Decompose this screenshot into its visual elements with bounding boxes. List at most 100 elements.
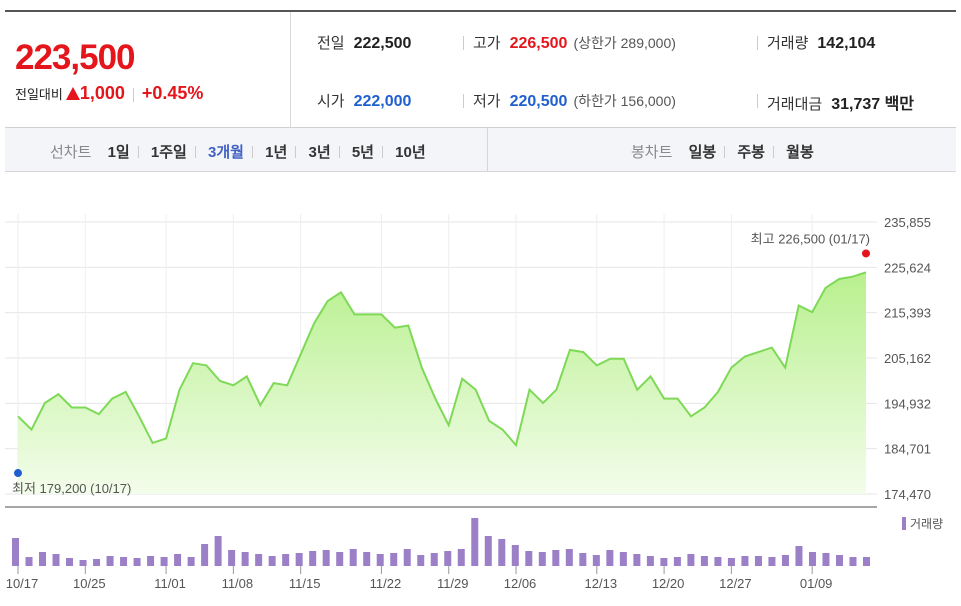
stat-low: 저가 220,500 (하한가 156,000) bbox=[463, 90, 676, 111]
divider bbox=[295, 146, 297, 158]
volume-bar bbox=[700, 556, 708, 566]
volume-bar bbox=[390, 553, 398, 566]
volume-bar bbox=[39, 552, 47, 566]
volume-bar bbox=[241, 552, 249, 566]
low-label: 저가 bbox=[473, 93, 501, 110]
price-line bbox=[17, 271, 867, 448]
divider bbox=[772, 146, 774, 158]
period-5year[interactable]: 5년 bbox=[351, 144, 374, 161]
line-chart-label: 선차트 bbox=[50, 144, 92, 161]
volume-bar bbox=[228, 550, 236, 566]
volume-bar bbox=[457, 549, 465, 566]
high-label: 고가 bbox=[473, 35, 501, 52]
volume-bar bbox=[268, 556, 276, 566]
stat-amount: 거래대금 31,737 백만 bbox=[757, 90, 915, 114]
period-1year[interactable]: 1년 bbox=[265, 144, 288, 161]
volume-bar bbox=[538, 552, 546, 566]
x-tick-label: 11/08 bbox=[222, 576, 254, 591]
volume-bar bbox=[444, 551, 452, 566]
volume-label: 거래량 bbox=[767, 35, 809, 52]
y-tick-label: 205,162 bbox=[884, 351, 931, 366]
x-tick-label: 12/13 bbox=[585, 576, 618, 591]
volume-bar bbox=[201, 544, 209, 566]
divider bbox=[757, 94, 758, 108]
current-price: 223,500 bbox=[15, 38, 136, 77]
x-tick-label: 10/17 bbox=[6, 576, 39, 591]
lower-limit: (하한가 156,000) bbox=[573, 93, 676, 109]
volume-bar bbox=[174, 554, 182, 566]
period-3year[interactable]: 3년 bbox=[308, 144, 331, 161]
candle-daily[interactable]: 일봉 bbox=[688, 144, 717, 161]
volume-bar bbox=[106, 556, 114, 566]
volume-bar bbox=[160, 557, 168, 566]
period-10year[interactable]: 10년 bbox=[395, 144, 426, 161]
volume-bar bbox=[633, 554, 641, 566]
volume-bar bbox=[79, 560, 87, 566]
volume-bar bbox=[849, 557, 857, 566]
quote-summary: 223,500 전일대비 1,000 +0.45% 전일 222,500 고가 226,… bbox=[5, 10, 956, 128]
candle-monthly[interactable]: 월봉 bbox=[786, 144, 814, 161]
volume-bar bbox=[498, 539, 506, 566]
x-tick-label: 10/25 bbox=[73, 576, 106, 591]
x-tick-label: 12/20 bbox=[652, 576, 685, 591]
volume-legend: 거래량 bbox=[910, 517, 943, 531]
volume-bar bbox=[552, 550, 560, 566]
y-axis: 235,855 225,624 215,393 205,162 194,932 184,7… bbox=[884, 215, 931, 502]
period-1week[interactable]: 1주일 bbox=[150, 144, 187, 161]
quote-stats: 전일 222,500 고가 226,500 (상한가 289,000) 거래량 142,… bbox=[292, 12, 956, 128]
y-tick-label: 194,932 bbox=[884, 396, 931, 411]
high-value: 226,500 bbox=[509, 35, 568, 52]
volume-bar bbox=[646, 556, 654, 566]
period-3month[interactable]: 3개월 bbox=[208, 144, 244, 161]
low-annotation: 최저 179,200 (10/17) bbox=[12, 481, 131, 496]
price-box: 223,500 전일대비 1,000 +0.45% bbox=[5, 12, 291, 128]
volume-bar bbox=[255, 554, 263, 566]
volume-bar bbox=[484, 536, 492, 566]
volume-bar bbox=[863, 557, 870, 566]
x-tick-label: 11/22 bbox=[370, 576, 402, 591]
x-tick-label: 01/09 bbox=[800, 576, 833, 591]
volume-bar bbox=[835, 555, 843, 566]
toolbar-divider bbox=[487, 128, 488, 172]
low-value: 220,500 bbox=[509, 93, 568, 110]
volume-bar bbox=[93, 559, 101, 566]
amount-value: 31,737 백만 bbox=[831, 96, 915, 113]
y-tick-label: 225,624 bbox=[884, 260, 931, 275]
change-percent: +0.45% bbox=[141, 83, 204, 103]
volume-bar bbox=[147, 556, 155, 566]
y-tick-label: 174,470 bbox=[884, 487, 931, 502]
high-annotation: 최고 226,500 (01/17) bbox=[751, 231, 870, 246]
price-area bbox=[17, 271, 867, 494]
volume-bar bbox=[282, 554, 290, 566]
low-point-marker bbox=[14, 469, 22, 478]
volume-bar bbox=[349, 549, 357, 566]
open-label: 시가 bbox=[317, 93, 345, 110]
volume-bar bbox=[592, 555, 600, 566]
volume-bar bbox=[795, 546, 803, 566]
volume-bar bbox=[133, 558, 141, 566]
volume-bar bbox=[66, 558, 74, 566]
volume-bar bbox=[768, 557, 776, 566]
chart-toolbar: 선차트 1일 1주일 3개월 1년 3년 5년 10년 봉차트 일봉 주봉 월봉 bbox=[5, 128, 956, 172]
upper-limit: (상한가 289,000) bbox=[573, 35, 676, 51]
x-axis: 10/17 10/25 11/01 11/08 11/15 11/22 11/29 12/06… bbox=[6, 566, 833, 591]
volume-bar bbox=[25, 557, 33, 566]
candle-weekly[interactable]: 주봉 bbox=[737, 144, 765, 161]
amount-label: 거래대금 bbox=[767, 96, 823, 113]
change-value: 1,000 bbox=[79, 83, 125, 103]
volume-legend-swatch bbox=[902, 517, 906, 530]
volume-bar bbox=[12, 538, 19, 566]
x-tick-label: 12/27 bbox=[719, 576, 752, 591]
volume-bar bbox=[336, 552, 344, 566]
volume-bar bbox=[525, 551, 533, 566]
period-1day[interactable]: 1일 bbox=[107, 144, 130, 161]
y-tick-label: 184,701 bbox=[884, 442, 931, 457]
volume-bar bbox=[808, 552, 816, 566]
volume-bar bbox=[714, 557, 722, 566]
volume-bar bbox=[673, 557, 681, 566]
y-tick-label: 235,855 bbox=[884, 215, 931, 230]
x-tick-label: 11/01 bbox=[154, 576, 186, 591]
volume-bar bbox=[322, 550, 330, 566]
divider bbox=[463, 36, 464, 50]
